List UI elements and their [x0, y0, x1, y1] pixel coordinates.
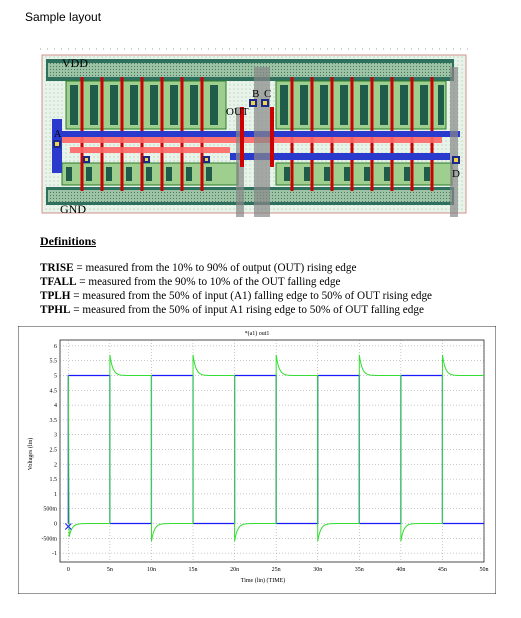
y-tick-label: 5 [54, 374, 57, 380]
y-tick-label: 500m [43, 507, 57, 513]
definition-item: TFALL = measured from the 90% to 10% of … [40, 276, 340, 288]
chart-title: *(a1) out1 [245, 330, 270, 337]
x-tick-label: 25n [272, 567, 281, 573]
y-tick-label: 5.5 [50, 359, 58, 365]
definition-term: TRISE [40, 262, 74, 274]
x-tick-label: 50n [480, 567, 489, 573]
y-tick-label: 6 [54, 344, 57, 350]
y-tick-label: 3 [54, 433, 57, 439]
chart-xlabel: Time (lin) (TIME) [241, 577, 285, 584]
waveform-plot: *(a1) out1 6 5.5 5 4.5 4 3.5 3 2.5 2 1.5 1 500m 0 -50… [18, 326, 496, 594]
y-tick-label: 2.5 [50, 448, 58, 454]
x-tick-label: 20n [230, 567, 239, 573]
origin-marker [64, 523, 72, 530]
page-title: Sample layout [25, 10, 102, 24]
y-tick-label: 1 [54, 492, 57, 498]
x-tick-label: 0 [67, 567, 70, 573]
y-tick-label: 1.5 [50, 477, 58, 483]
layout-diagram: VDD GND OUT B C A D [40, 48, 468, 217]
d-label: D [452, 168, 460, 180]
definitions-heading: Definitions [40, 234, 97, 248]
x-tick-label: 40n [396, 567, 405, 573]
definition-text: = measured from the 50% of input (A1) fa… [70, 290, 432, 302]
series-output-line [67, 354, 485, 542]
y-tick-label: 3.5 [50, 418, 58, 424]
x-tick-label: 15n [189, 567, 198, 573]
chart-ylabel: Voltages (lin) [27, 438, 34, 470]
x-tick-label: 45n [438, 567, 447, 573]
y-tick-label: -1 [52, 551, 57, 557]
definition-item: TPHL = measured from the 50% of input A1… [40, 304, 424, 316]
definition-text: = measured from the 90% to 10% of the OU… [76, 276, 341, 288]
definition-text: = measured from the 50% of input A1 risi… [70, 304, 424, 316]
y-tick-label: -500m [41, 536, 57, 542]
definition-term: TFALL [40, 276, 77, 288]
definition-term: TPHL [40, 304, 71, 316]
gnd-label: GND [60, 202, 86, 216]
x-tick-label: 10n [147, 567, 156, 573]
b-label: B [252, 88, 259, 100]
x-tick-label: 30n [313, 567, 322, 573]
x-tick-label: 5n [107, 567, 113, 573]
y-tick-label: 2 [54, 462, 57, 468]
y-tick-label: 4 [54, 403, 57, 409]
definition-term: TPLH [40, 290, 71, 302]
c-label: C [264, 88, 271, 100]
definition-item: TPLH = measured from the 50% of input (A… [40, 290, 432, 302]
definition-item: TRISE = measured from the 10% to 90% of … [40, 262, 356, 274]
vdd-label: VDD [62, 56, 88, 70]
y-tick-label: 0 [54, 522, 57, 528]
y-tick-label: 4.5 [50, 388, 58, 394]
a-label: A [54, 129, 62, 140]
definition-text: = measured from the 10% to 90% of output… [73, 262, 357, 274]
x-tick-label: 35n [355, 567, 364, 573]
out-label: OUT [226, 106, 249, 118]
